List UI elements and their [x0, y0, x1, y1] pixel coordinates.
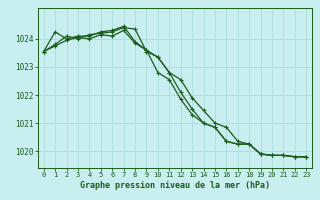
X-axis label: Graphe pression niveau de la mer (hPa): Graphe pression niveau de la mer (hPa) [80, 181, 270, 190]
